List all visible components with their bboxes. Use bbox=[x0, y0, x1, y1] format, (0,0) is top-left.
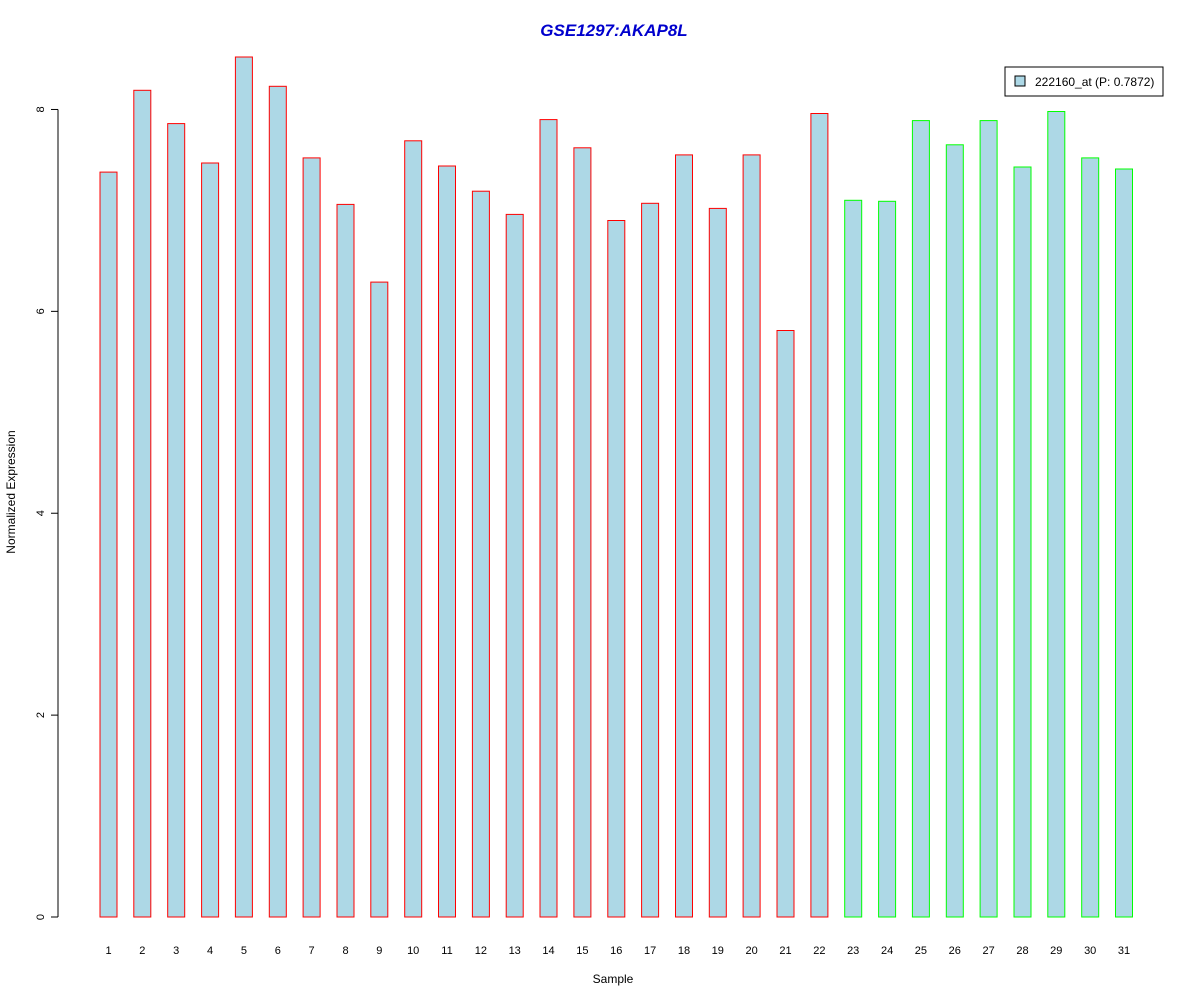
y-tick-label: 4 bbox=[35, 510, 47, 516]
bar-sample-16 bbox=[607, 220, 626, 918]
x-tick-label: 14 bbox=[542, 945, 554, 957]
x-tick-label: 7 bbox=[309, 945, 315, 957]
bar-sample-27 bbox=[979, 120, 998, 918]
bar-sample-31 bbox=[1115, 168, 1133, 918]
y-tick-label: 8 bbox=[35, 106, 47, 112]
x-tick-label: 24 bbox=[881, 945, 893, 957]
y-tick-label: 2 bbox=[35, 712, 47, 718]
legend: 222160_at (P: 0.7872) bbox=[1004, 66, 1164, 97]
y-tick-label: 6 bbox=[35, 308, 47, 314]
x-tick-label: 11 bbox=[441, 945, 452, 957]
x-tick-label: 2 bbox=[139, 945, 145, 957]
x-tick-label: 1 bbox=[105, 945, 111, 957]
bar-sample-14 bbox=[539, 119, 558, 918]
legend-box bbox=[1004, 66, 1164, 97]
bar-sample-13 bbox=[505, 213, 524, 918]
bar-sample-26 bbox=[945, 144, 964, 918]
bar-sample-6 bbox=[268, 85, 287, 918]
x-tick-label: 26 bbox=[949, 945, 961, 957]
bar-sample-11 bbox=[438, 165, 456, 918]
x-tick-label: 27 bbox=[982, 945, 994, 957]
x-tick-label: 21 bbox=[779, 945, 791, 957]
x-tick-label: 15 bbox=[576, 945, 588, 957]
bar-sample-12 bbox=[471, 190, 490, 918]
bar-sample-8 bbox=[336, 203, 355, 918]
bar-sample-1 bbox=[99, 171, 118, 918]
x-tick-label: 8 bbox=[342, 945, 348, 957]
bar-sample-29 bbox=[1047, 111, 1066, 918]
x-tick-label: 16 bbox=[610, 945, 622, 957]
bar-sample-3 bbox=[167, 123, 186, 918]
x-tick-label: 23 bbox=[847, 945, 859, 957]
x-tick-labels: 1 2 3 4 5 6 7 8 9 10 11 12 13 14 15 16 17 18 19 20 21 22 23 24 2… bbox=[105, 945, 1130, 957]
x-tick-label: 6 bbox=[275, 945, 281, 957]
chart-title: GSE1297:AKAP8L bbox=[540, 21, 687, 40]
x-tick-label: 30 bbox=[1084, 945, 1096, 957]
bar-sample-22 bbox=[810, 113, 829, 918]
y-axis: 0 2 4 6 8 bbox=[35, 106, 59, 920]
bar-sample-7 bbox=[302, 157, 321, 918]
bar-sample-5 bbox=[234, 56, 253, 918]
bar-sample-25 bbox=[911, 120, 930, 918]
bar-sample-28 bbox=[1013, 166, 1032, 918]
bars bbox=[99, 56, 1133, 918]
bar-sample-2 bbox=[133, 89, 152, 918]
bar-sample-30 bbox=[1081, 157, 1100, 918]
legend-swatch bbox=[1014, 75, 1026, 87]
x-tick-label: 19 bbox=[712, 945, 724, 957]
y-tick-label: 0 bbox=[35, 914, 47, 920]
legend-label: 222160_at (P: 0.7872) bbox=[1035, 75, 1154, 89]
x-tick-label: 29 bbox=[1050, 945, 1062, 957]
bar-sample-9 bbox=[370, 281, 389, 918]
x-tick-label: 18 bbox=[678, 945, 690, 957]
bar-sample-4 bbox=[201, 162, 220, 918]
x-axis-label: Sample bbox=[593, 972, 634, 986]
x-tick-label: 9 bbox=[376, 945, 382, 957]
x-tick-label: 20 bbox=[745, 945, 757, 957]
y-axis-label: Normalized Expression bbox=[4, 430, 18, 553]
x-tick-label: 25 bbox=[915, 945, 927, 957]
bar-sample-20 bbox=[742, 154, 761, 918]
x-tick-label: 13 bbox=[509, 945, 521, 957]
bar-sample-23 bbox=[844, 199, 863, 918]
bar-sample-18 bbox=[675, 154, 693, 918]
bar-sample-10 bbox=[404, 140, 423, 918]
x-tick-label: 22 bbox=[813, 945, 825, 957]
x-tick-label: 17 bbox=[644, 945, 656, 957]
x-tick-label: 31 bbox=[1118, 945, 1130, 957]
x-tick-label: 28 bbox=[1016, 945, 1028, 957]
x-tick-label: 10 bbox=[407, 945, 419, 957]
x-tick-label: 5 bbox=[241, 945, 247, 957]
x-tick-label: 12 bbox=[475, 945, 487, 957]
x-tick-label: 4 bbox=[207, 945, 213, 957]
x-tick-label: 3 bbox=[173, 945, 179, 957]
bar-sample-21 bbox=[776, 330, 795, 918]
bar-sample-24 bbox=[878, 200, 897, 918]
bar-sample-19 bbox=[708, 207, 727, 918]
bar-sample-15 bbox=[573, 147, 592, 918]
bar-sample-17 bbox=[641, 202, 660, 918]
